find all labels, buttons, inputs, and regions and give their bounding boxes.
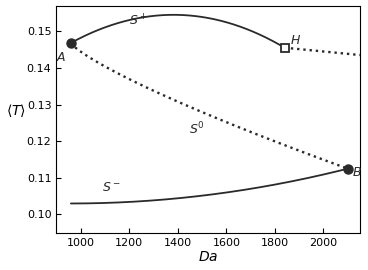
Y-axis label: $\langle T \rangle$: $\langle T \rangle$ [6,102,26,119]
Text: $S^-$: $S^-$ [102,181,121,194]
Text: $H$: $H$ [290,34,301,47]
Text: $B$: $B$ [352,166,362,179]
X-axis label: $Da$: $Da$ [198,251,218,264]
Text: $A$: $A$ [56,51,67,64]
Text: $S^0$: $S^0$ [189,120,205,137]
Text: $S^+$: $S^+$ [130,14,148,29]
